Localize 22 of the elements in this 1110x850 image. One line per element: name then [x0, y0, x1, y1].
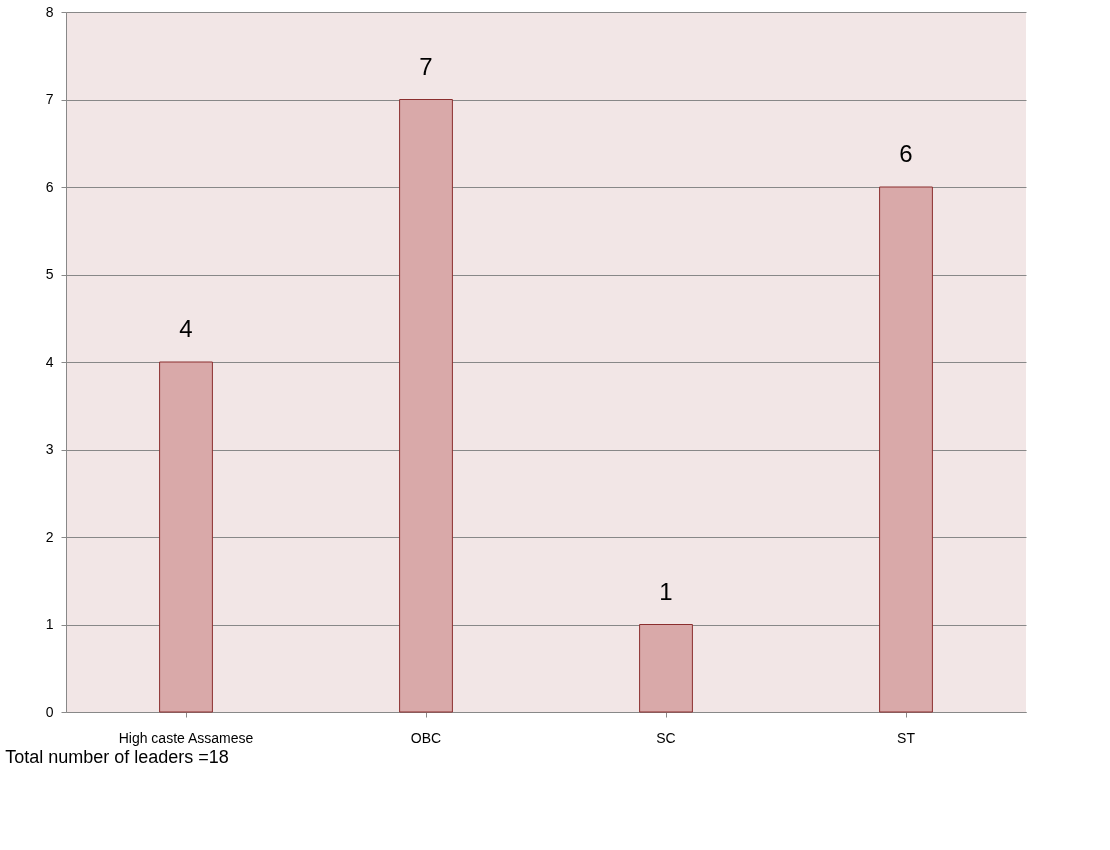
- text: Total number of leaders =18: [5, 747, 229, 767]
- x-tick-label: High caste Assamese: [118, 729, 254, 746]
- y-tick-label: 5: [45, 266, 54, 282]
- data-label: 4: [179, 315, 193, 342]
- y-tick-label: 0: [45, 703, 54, 720]
- y-tick-label: 4: [45, 353, 54, 370]
- data-label: 6: [899, 140, 913, 167]
- data-label: 1: [659, 577, 673, 605]
- y-tick-label: 8: [45, 3, 54, 20]
- bar: [159, 361, 213, 713]
- y-tick-label: 7: [45, 91, 54, 107]
- bar: [639, 624, 693, 713]
- bar: [879, 186, 933, 713]
- x-tick-label: OBC: [410, 729, 442, 746]
- y-tick-label: 6: [45, 178, 54, 195]
- x-tick-label: SC: [656, 729, 676, 746]
- y-tick-label: 2: [45, 528, 54, 545]
- bar: [399, 99, 453, 713]
- y-tick-label: 3: [45, 441, 54, 457]
- data-label: 7: [419, 52, 433, 80]
- x-tick-label: ST: [897, 729, 916, 746]
- y-tick-label: 1: [45, 616, 54, 632]
